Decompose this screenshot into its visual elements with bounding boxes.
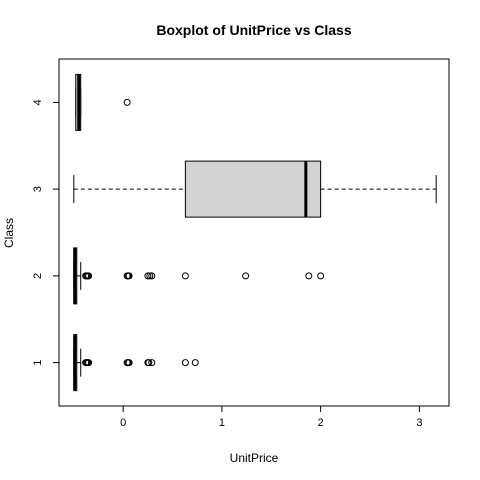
outlier-point xyxy=(305,272,313,280)
outlier-point xyxy=(144,272,152,280)
chart-title: Boxplot of UnitPrice vs Class xyxy=(156,22,351,38)
outlier-point xyxy=(125,272,133,280)
outlier-point xyxy=(85,359,93,367)
x-tick-label: 3 xyxy=(416,417,422,429)
outlier-point xyxy=(181,272,189,280)
outlier-point xyxy=(191,359,199,367)
plot-layer: 0 1 2 3 1 2 3 4 xyxy=(32,73,437,429)
x-tick-label: 0 xyxy=(120,417,126,429)
outlier-point xyxy=(85,272,93,280)
outlier-point xyxy=(317,272,325,280)
outlier-point xyxy=(242,272,250,280)
outlier-point xyxy=(146,272,154,280)
x-tick-label: 2 xyxy=(318,417,324,429)
outlier-point xyxy=(125,359,133,367)
outlier-point xyxy=(148,359,156,367)
box-iqr xyxy=(184,160,322,218)
y-tick-label: 1 xyxy=(32,360,44,366)
plot-frame xyxy=(58,58,450,407)
x-axis-label: UnitPrice xyxy=(230,451,279,465)
outlier-point xyxy=(145,359,153,367)
outlier-point xyxy=(123,98,131,106)
y-tick-label: 3 xyxy=(32,186,44,192)
outlier-point xyxy=(181,359,189,367)
x-tick-label: 1 xyxy=(219,417,225,429)
y-tick-label: 2 xyxy=(32,273,44,279)
outlier-point xyxy=(148,272,156,280)
y-axis-label: Class xyxy=(2,218,16,248)
y-tick-label: 4 xyxy=(32,99,44,105)
